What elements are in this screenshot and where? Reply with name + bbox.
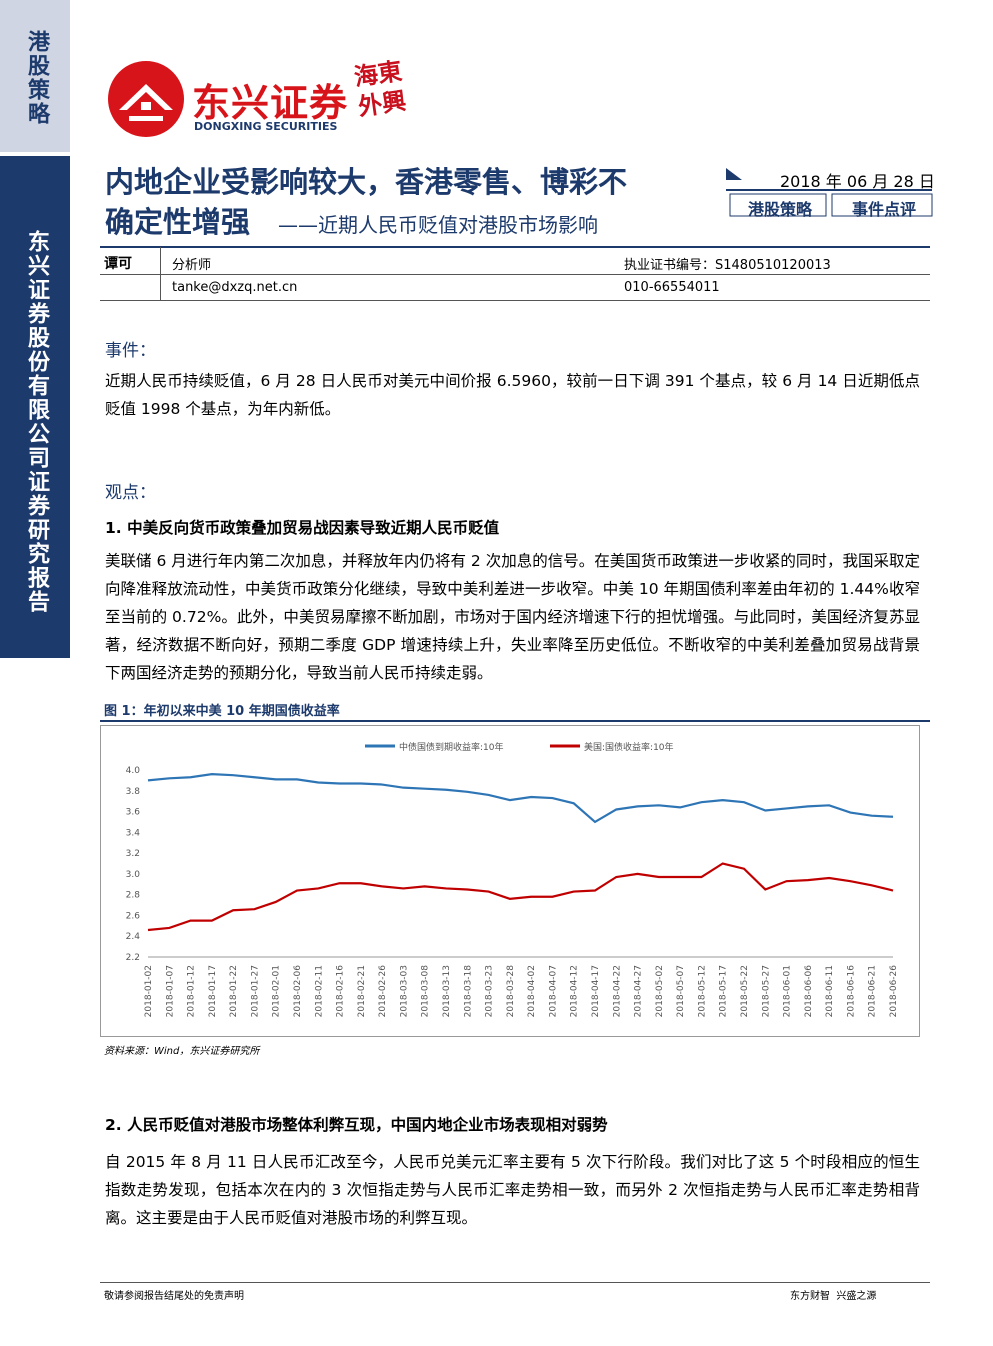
brand: 东兴证券: [192, 81, 349, 125]
logo-icon: [108, 61, 184, 137]
date-box: [726, 168, 933, 217]
title: 内地企业受影响较大，香港零售、博彩不 确定性增强 ——近期人民币贬值对港股市场影响: [105, 162, 627, 245]
line: [147, 773, 894, 824]
event-heading: 事件：: [105, 341, 156, 361]
legend-label: 美国:国债收益率:10年: [584, 741, 674, 753]
x-tick-label: 2018-01-02: [144, 965, 154, 1017]
x-tick-label: 2018-03-08: [421, 965, 431, 1018]
views-heading: 观点：: [105, 483, 156, 503]
tag: 港股策略: [747, 200, 812, 219]
sidebar-company: 东兴证券股份有限公司证券研究报告: [24, 230, 49, 614]
x-tick-label: 2018-03-18: [463, 965, 473, 1018]
analyst-role: 分析师: [172, 258, 212, 273]
x-tick-label: 2018-02-11: [314, 965, 324, 1017]
y-tick-label: 3.2: [126, 849, 140, 859]
rule: [100, 274, 930, 275]
figure-caption: 图 1：年初以来中美 10 年期国债收益率: [104, 704, 340, 719]
x-tick-label: 2018-01-22: [229, 965, 239, 1017]
x-tick-label: 2018-05-07: [676, 965, 686, 1017]
brand-en: DONGXING SECURITIES: [194, 120, 338, 133]
y-tick-label: 3.8: [126, 787, 141, 797]
y-tick-label: 3.6: [126, 808, 141, 818]
x-tick-label: 2018-03-28: [506, 965, 516, 1018]
x-tick-label: 2018-04-07: [548, 965, 558, 1017]
section-text: 自 2015 年 8 月 11 日人民币汇改至今，人民币兑美元汇率主要有 5 次…: [105, 1153, 920, 1227]
rule: [100, 1282, 930, 1283]
x-tick-label: 2018-01-27: [250, 965, 260, 1017]
title-line: 内地企业受影响较大，香港零售、博彩不: [105, 165, 628, 199]
x-tick-label: 2018-03-13: [442, 965, 452, 1017]
analyst-name: 谭可: [104, 256, 132, 272]
y-tick-label: 3.0: [126, 870, 141, 880]
x-tick-label: 2018-05-27: [761, 965, 771, 1017]
figure-source: 资料来源：Wind，东兴证券研究所: [104, 1046, 260, 1057]
x-tick-label: 2018-06-16: [846, 965, 856, 1018]
sidebar: [0, 156, 70, 658]
x-tick-label: 2018-03-03: [399, 965, 409, 1017]
y-tick-label: 2.8: [126, 891, 141, 901]
title-text: 确定性增强: [105, 205, 251, 239]
section-heading: 2. 人民币贬值对港股市场整体利弊互现，中国内地企业市场表现相对弱势: [105, 1116, 608, 1134]
y-tick-label: 2.2: [126, 953, 140, 963]
subtitle: ——近期人民币贬值对港股市场影响: [278, 213, 599, 237]
x-tick-label: 2018-02-16: [336, 965, 346, 1018]
chart-frame: [100, 725, 920, 1037]
x-tick-label: 2018-01-07: [165, 965, 175, 1017]
analyst-license: 执业证书编号：S1480510120013: [624, 258, 831, 273]
legend-label: 中债国债到期收益率:10年: [399, 741, 504, 753]
analyst-phone: 010-66554011: [624, 280, 720, 295]
date: 2018 年 06 月 28 日: [780, 172, 935, 191]
x-tick-label: 2018-02-06: [293, 965, 303, 1018]
x-tick-label: 2018-05-17: [719, 965, 729, 1017]
line: [147, 862, 894, 932]
seal: 海東外興: [352, 56, 408, 122]
section-text: 美联储 6 月进行年内第二次加息，并释放年内仍将有 2 次加息的信号。在美国货币…: [105, 552, 920, 682]
x-tick-label: 2018-02-21: [357, 965, 367, 1017]
x-tick-label: 2018-06-11: [825, 965, 835, 1017]
x-tick-label: 2018-03-23: [485, 965, 495, 1017]
y-tick-label: 3.4: [126, 828, 141, 838]
x-tick-label: 2018-04-12: [570, 965, 580, 1017]
y-tick-label: 2.6: [126, 911, 141, 921]
x-tick-label: 2018-01-17: [208, 965, 218, 1017]
x-tick-label: 2018-05-12: [697, 965, 707, 1017]
tag: 事件点评: [851, 200, 916, 219]
rule: [100, 300, 930, 301]
analyst-email: tanke@dxzq.net.cn: [172, 280, 298, 295]
x-tick-label: 2018-04-02: [527, 965, 537, 1017]
x-tick-label: 2018-04-27: [634, 965, 644, 1017]
x-tick-label: 2018-01-12: [187, 965, 197, 1017]
section-heading: 1. 中美反向货币政策叠加贸易战因素导致近期人民币贬值: [105, 519, 500, 537]
rule: [160, 247, 161, 300]
footer-left: 敬请参阅报告结尾处的免责声明: [104, 1291, 244, 1302]
rule: [100, 246, 930, 248]
x-tick-label: 2018-05-22: [740, 965, 750, 1017]
x-tick-label: 2018-06-01: [783, 965, 793, 1017]
footer-right: 东方财智 兴盛之源: [790, 1291, 877, 1302]
x-tick-label: 2018-05-02: [655, 965, 665, 1017]
x-tick-label: 2018-02-26: [378, 965, 388, 1018]
title-line: 确定性增强 ——近期人民币贬值对港股市场影响: [105, 202, 627, 245]
sidebar-category: 港股策略: [24, 30, 49, 126]
x-tick-label: 2018-04-22: [612, 965, 622, 1017]
y-tick-label: 2.4: [126, 932, 141, 942]
x-tick-label: 2018-06-21: [868, 965, 878, 1017]
sidebar-top: [0, 0, 70, 152]
x-tick-label: 2018-02-01: [272, 965, 282, 1017]
x-tick-label: 2018-04-17: [591, 965, 601, 1017]
x-tick-label: 2018-06-26: [889, 965, 899, 1018]
event-text: 近期人民币持续贬值，6 月 28 日人民币对美元中间价报 6.5960，较前一日…: [105, 372, 920, 418]
x-tick-label: 2018-06-06: [804, 965, 814, 1018]
rule: [100, 720, 930, 722]
y-tick-label: 4.0: [126, 766, 141, 776]
chart: 2.2 2.4 2.6 2.8 3.0 3.2 3.4 3.6 3.8 4.0 2018-01-02…: [100, 725, 920, 1037]
